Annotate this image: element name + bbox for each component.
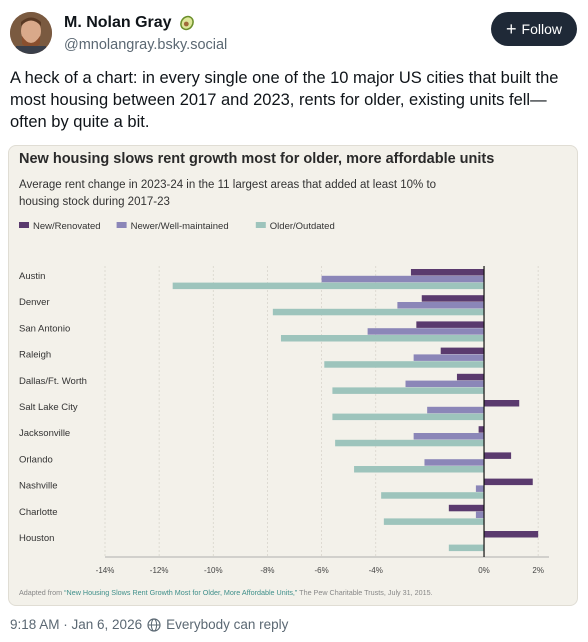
x-tick-label: -10% [204,566,223,575]
source-suffix: The Pew Charitable Trusts, July 31, 2015… [297,588,432,597]
reply-setting[interactable]: Everybody can reply [166,617,289,632]
follow-label: Follow [521,21,562,37]
bar [332,387,485,394]
category-label: Denver [19,297,50,308]
x-tick-label: -8% [260,566,274,575]
bar [354,466,485,473]
plus-icon: + [506,18,517,39]
bar [280,335,485,342]
avatar[interactable] [10,12,52,54]
chart-bars [172,266,539,557]
bar [484,478,533,486]
bar [413,354,485,361]
bar [272,308,485,316]
chart-title: New housing slows rent growth most for o… [19,151,494,167]
category-labels: Austin Denver San Antonio Raleigh Dallas/Ft.… [19,271,87,544]
bar [475,511,485,519]
legend-label: Older/Outdated [270,221,335,232]
bar [475,485,485,492]
bar [484,400,520,407]
avatar-image [10,12,52,54]
x-tick-label: 0% [478,566,490,575]
bar [448,504,485,512]
bar [381,492,485,499]
source-prefix: Adapted from [19,588,64,597]
chart-subtitle-line1: Average rent change in 2023-24 in the 11… [19,179,436,191]
bar [367,328,485,335]
bar [484,531,539,538]
chart-legend: New/Renovated Newer/Well-maintained Older/… [19,221,335,232]
category-label: Jacksonville [19,428,70,439]
timestamp[interactable]: 9:18 AM · Jan 6, 2026 [10,617,143,632]
category-label: Orlando [19,454,53,465]
legend-label: Newer/Well-maintained [131,221,229,232]
avocado-icon [177,12,197,37]
bar [383,518,485,525]
bar [416,321,485,328]
post-text: A heck of a chart: in every single one o… [10,69,559,131]
category-label: Nashville [19,481,58,492]
author-handle[interactable]: @mnolangray.bsky.social [64,37,228,53]
legend-label: New/Renovated [33,221,101,232]
legend-swatch [255,222,266,228]
chart-grid [104,266,549,558]
x-tick-label: 2% [532,566,544,575]
category-label: Dallas/Ft. Worth [19,376,87,387]
x-tick-label: -12% [150,566,169,575]
source-link: “New Housing Slows Rent Growth Most for … [64,588,298,597]
category-label: Houston [19,533,54,544]
bar [440,347,485,355]
legend-swatch [19,222,29,228]
post-footer: 9:18 AM · Jan 6, 2026 Everybody can repl… [10,617,288,632]
bar [410,269,485,276]
embedded-chart-image[interactable]: New housing slows rent growth most for o… [8,145,578,606]
legend-swatch [116,222,127,228]
bar-chart: New housing slows rent growth most for o… [19,151,549,597]
bar [332,413,485,421]
bar [413,433,485,440]
bar [405,380,485,388]
bar [397,302,485,309]
x-tick-label: -14% [96,566,115,575]
bar [424,459,485,466]
x-tick-label: -6% [314,566,328,575]
author-name[interactable]: M. Nolan Gray [64,14,172,31]
bar [324,361,485,368]
bar [321,275,485,283]
bar [456,373,485,381]
x-tick-labels: -14% -12% -10% -8% -6% -4% 0% 2% [96,566,544,575]
bar [421,295,485,302]
category-label: Raleigh [19,350,51,361]
chart-subtitle-line2: housing stock during 2017-23 [19,196,170,208]
bar [427,406,485,414]
bar [448,544,485,552]
category-label: Salt Lake City [19,402,78,413]
bar [335,439,485,447]
category-label: Austin [19,271,45,282]
chart-source: Adapted from “New Housing Slows Rent Gro… [19,588,433,597]
category-label: San Antonio [19,323,70,334]
bar [172,282,485,290]
category-label: Charlotte [19,507,58,518]
bar [484,452,512,459]
globe-icon [147,617,161,632]
bar [478,426,485,433]
x-tick-label: -4% [369,566,383,575]
follow-button[interactable]: + Follow [491,12,577,46]
